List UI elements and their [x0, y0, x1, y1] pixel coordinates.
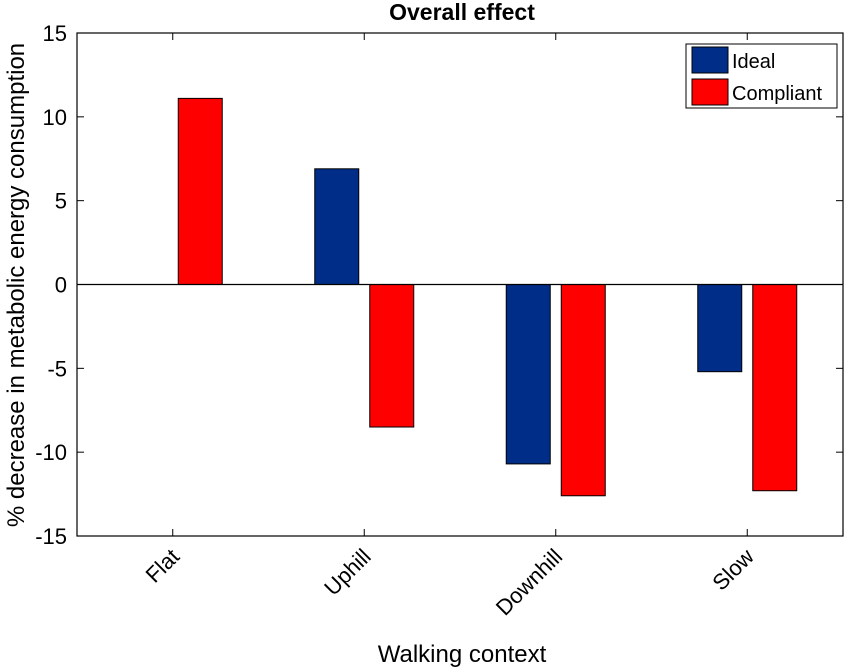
- x-axis-title: Walking context: [378, 641, 547, 668]
- bar-ideal-slow: [697, 284, 743, 373]
- y-tick-label: -5: [47, 356, 67, 381]
- x-tick-label-flat: Flat: [141, 544, 185, 588]
- bar-compliant-downhill: [560, 284, 606, 497]
- legend-label-ideal: Ideal: [732, 51, 775, 73]
- y-axis-ticks: -15 -10 -5 0 5 10 15: [35, 21, 843, 549]
- y-tick-label: 10: [43, 105, 67, 130]
- bar-compliant-slow: [752, 284, 798, 492]
- bar-compliant-uphill: [369, 284, 415, 428]
- legend-swatch-compliant: [691, 78, 729, 106]
- bar-ideal-uphill: [314, 168, 360, 285]
- x-tick-label-uphill: Uphill: [319, 544, 376, 601]
- chart-title: Overall effect: [389, 0, 535, 25]
- bars-layer: [177, 97, 798, 497]
- y-tick-label: 0: [55, 273, 67, 298]
- y-tick-label: -10: [35, 440, 67, 465]
- bar-compliant-flat: [177, 97, 223, 285]
- y-tick-label: 5: [55, 189, 67, 214]
- legend-label-compliant: Compliant: [732, 83, 822, 105]
- x-tick-label-slow: Slow: [707, 544, 758, 595]
- legend-swatch-ideal: [691, 46, 729, 74]
- y-axis-title: % decrease in metabolic energy consumpti…: [3, 43, 30, 527]
- legend: Ideal Compliant: [685, 43, 838, 109]
- x-tick-label-downhill: Downhill: [491, 544, 567, 620]
- y-tick-label: 15: [43, 21, 67, 46]
- y-tick-label: -15: [35, 524, 67, 549]
- bar-ideal-downhill: [505, 284, 551, 465]
